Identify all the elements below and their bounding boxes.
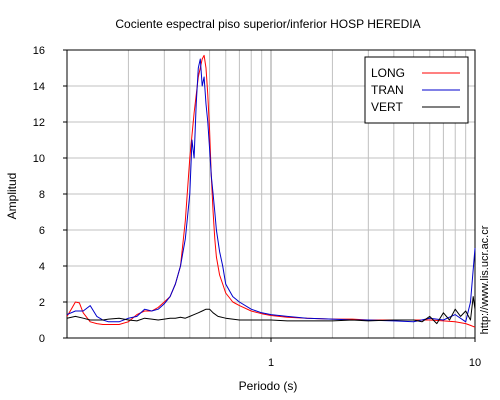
source-url-annotation: http://www.lis.ucr.ac.cr <box>479 225 491 334</box>
chart-title: Cociente espectral piso superior/inferio… <box>115 17 420 31</box>
x-axis-label: Periodo (s) <box>239 379 298 393</box>
y-tick-label: 12 <box>33 117 45 129</box>
x-tick-label: 10 <box>469 357 481 369</box>
legend-label-long: LONG <box>371 66 405 80</box>
x-tick-label: 1 <box>268 357 274 369</box>
legend-label-vert: VERT <box>371 100 403 114</box>
y-tick-label: 16 <box>33 45 45 57</box>
y-axis-label: Amplitud <box>5 173 19 220</box>
y-tick-label: 10 <box>33 153 45 165</box>
y-tick-label: 8 <box>39 189 45 201</box>
axis-ticks: 0 2 4 6 8 10 12 14 16 1 10 <box>33 45 481 369</box>
y-tick-label: 0 <box>39 333 45 345</box>
legend-label-tran: TRAN <box>371 83 404 97</box>
y-tick-label: 6 <box>39 225 45 237</box>
y-tick-label: 4 <box>39 261 45 273</box>
y-tick-label: 2 <box>39 297 45 309</box>
y-tick-label: 14 <box>33 81 45 93</box>
series-line-vert <box>66 296 476 325</box>
series-lines <box>66 54 476 328</box>
legend: LONG TRAN VERT <box>364 56 469 124</box>
